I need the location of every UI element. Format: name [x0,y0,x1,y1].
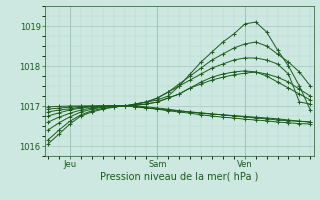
X-axis label: Pression niveau de la mer( hPa ): Pression niveau de la mer( hPa ) [100,172,258,182]
